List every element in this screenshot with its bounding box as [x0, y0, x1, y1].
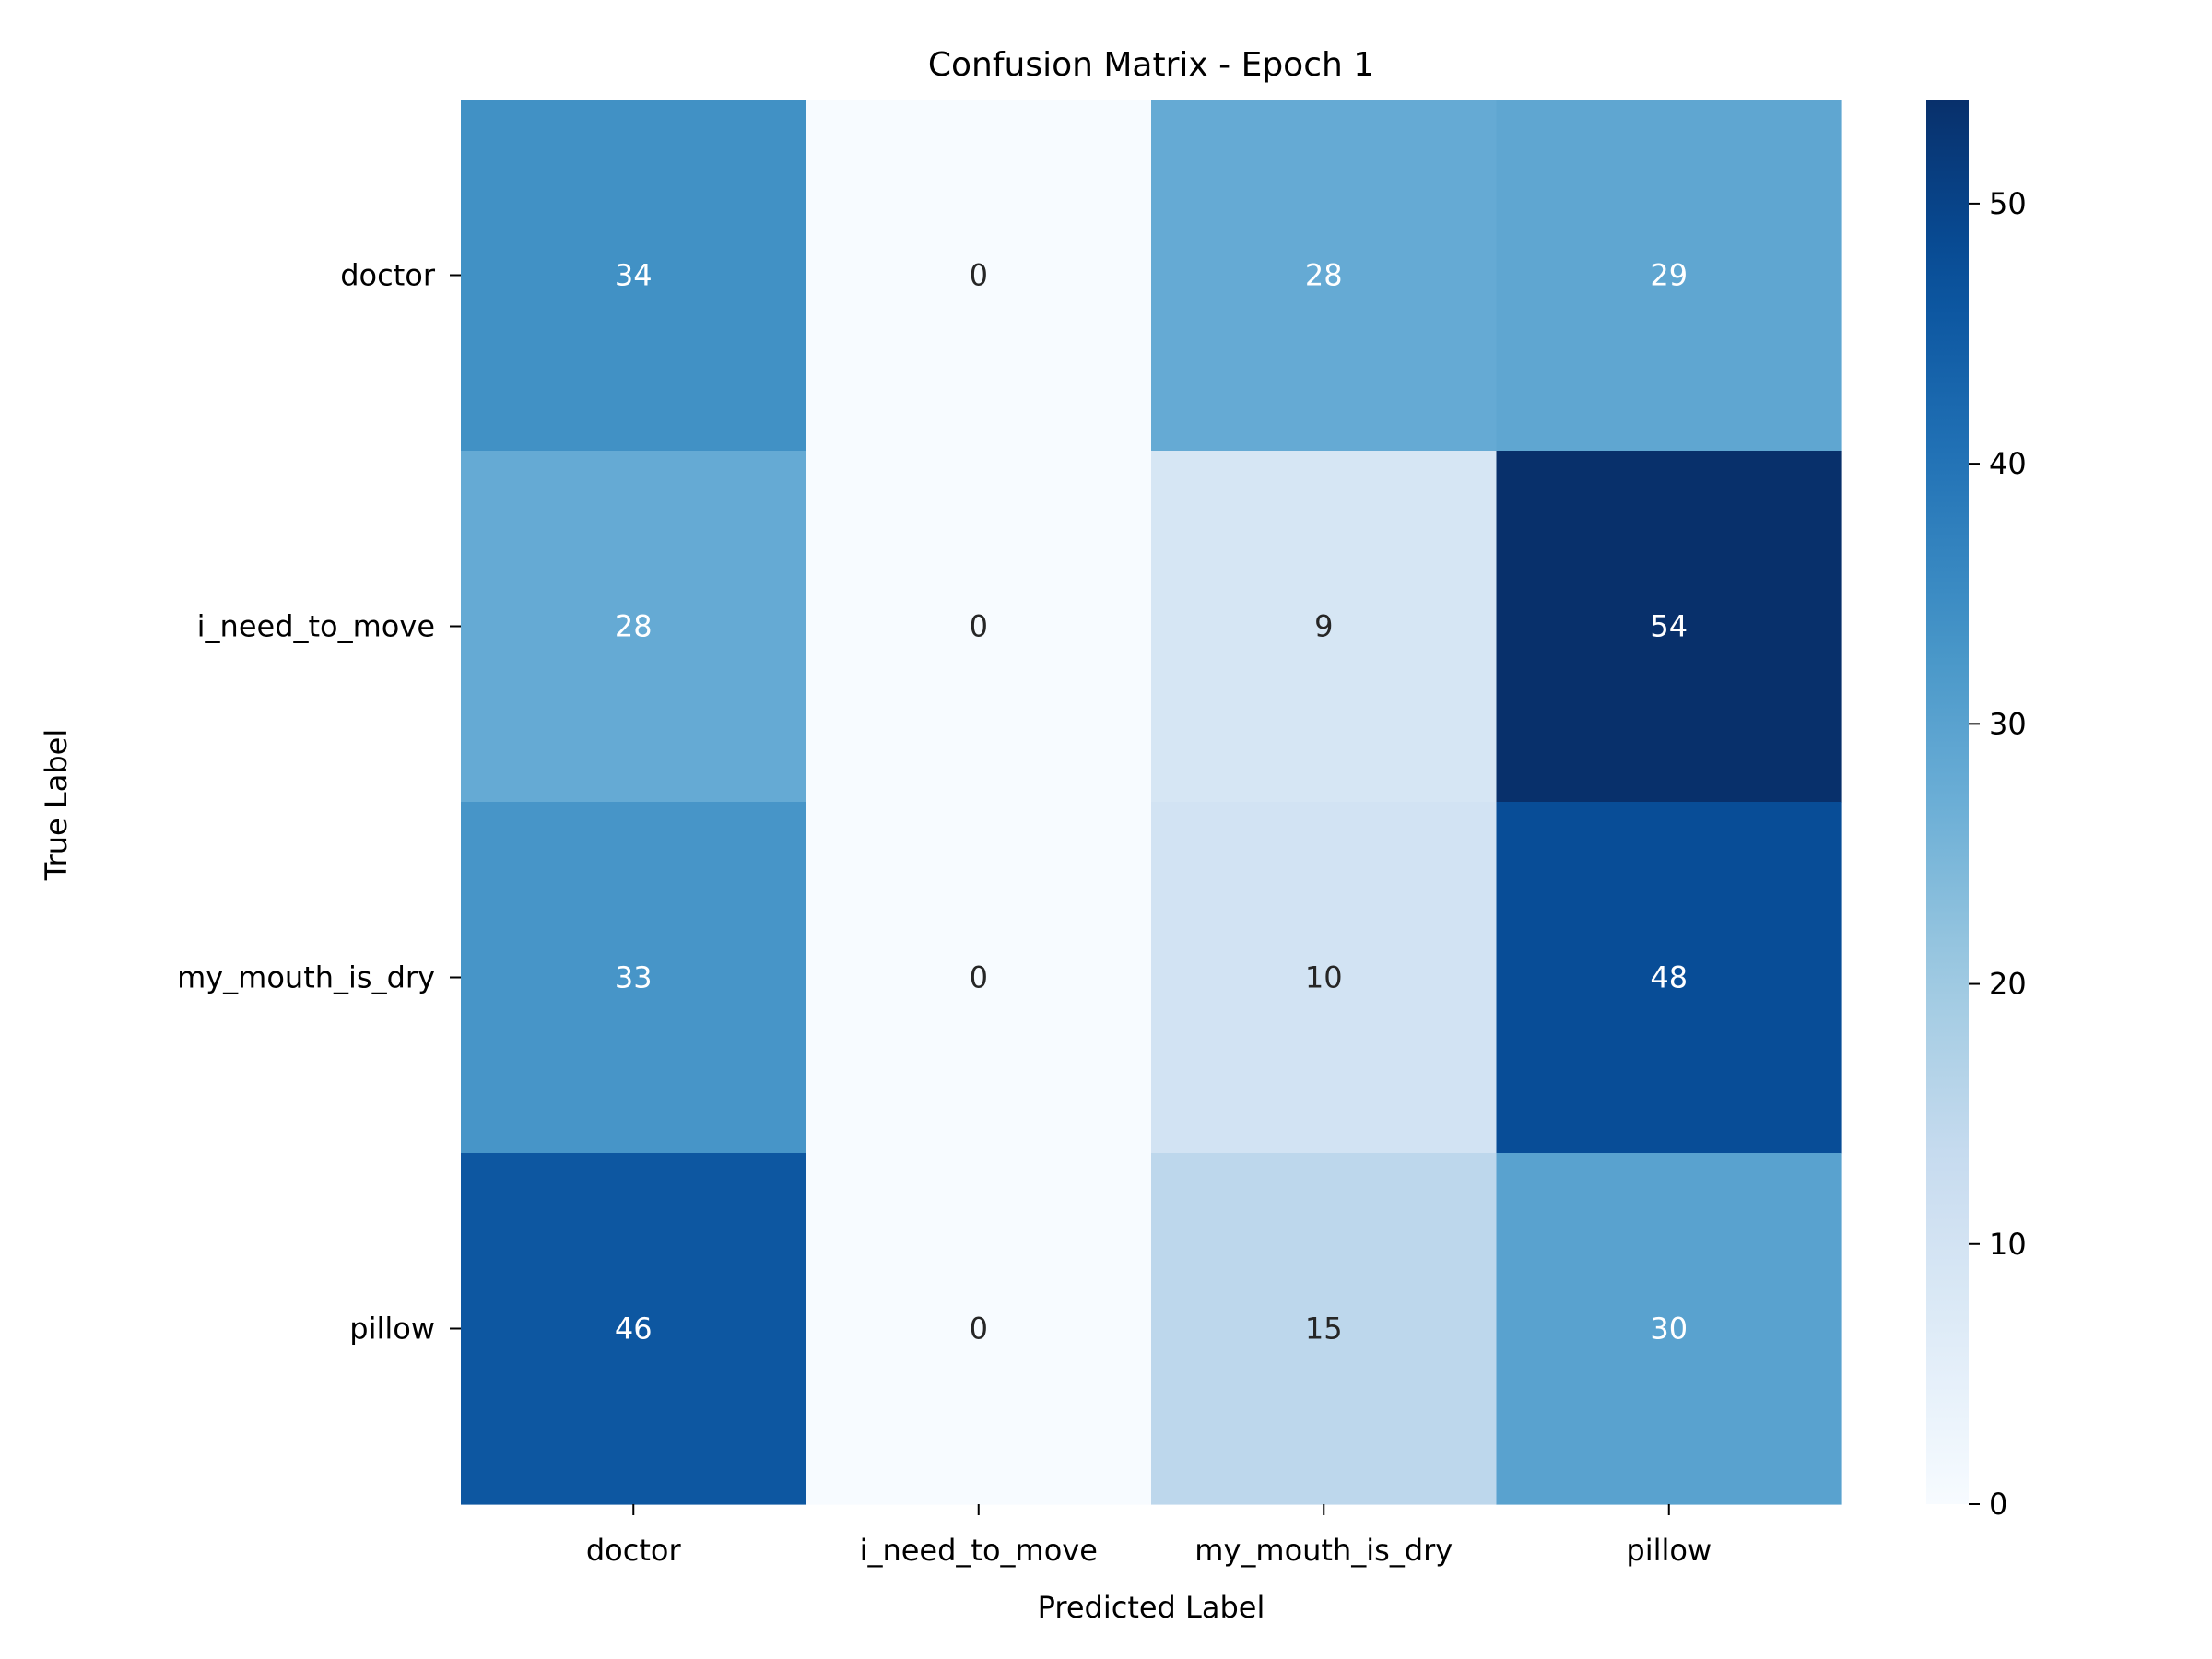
y-axis: doctor i_need_to_move my_mouth_is_drypillo…: [177, 258, 461, 1347]
heatmap-cells: [461, 100, 1842, 1505]
heatmap-cell: [1496, 1153, 1842, 1505]
cell-value-label: 48: [1650, 960, 1688, 995]
cell-value-label: 28: [615, 609, 653, 644]
cell-value-label: 28: [1305, 258, 1343, 293]
heatmap-cell: [1151, 1153, 1498, 1505]
y-tick-label: doctor: [340, 258, 436, 293]
y-tick-label: my_mouth_is_dry: [177, 960, 435, 995]
heatmap-cell: [1496, 100, 1842, 452]
heatmap-cell: [461, 1153, 807, 1505]
cell-value-label: 29: [1650, 258, 1688, 293]
colorbar-tick-label: 50: [1989, 186, 2027, 221]
cell-value-label: 34: [615, 258, 653, 293]
y-tick-label: pillow: [349, 1312, 435, 1347]
y-tick-label: i_need_to_move: [197, 609, 435, 644]
x-tick-label: my_mouth_is_dry: [1194, 1533, 1453, 1568]
colorbar-tick-label: 10: [1989, 1227, 2027, 1262]
heatmap-cell: [806, 1153, 1152, 1505]
cell-value-label: 0: [970, 258, 988, 293]
cell-value-label: 46: [615, 1312, 653, 1347]
colorbar: 0 10 20 30 40 50: [1926, 100, 2027, 1522]
heatmap-cell: [1496, 802, 1842, 1154]
heatmap-cell: [461, 451, 807, 803]
y-axis-label: True Label: [39, 729, 74, 881]
cell-value-label: 33: [615, 960, 653, 995]
x-axis-label: Predicted Label: [1038, 1590, 1265, 1625]
colorbar-tick-label: 30: [1989, 706, 2027, 741]
colorbar-tick-label: 20: [1989, 967, 2027, 1002]
heatmap-cell: [806, 451, 1152, 803]
heatmap-cell: [1496, 451, 1842, 803]
heatmap-cell: [461, 100, 807, 452]
x-tick-label: doctor: [586, 1533, 682, 1568]
colorbar-tick-label: 40: [1989, 446, 2027, 481]
cell-value-label: 9: [1314, 609, 1333, 644]
heatmap-cell: [806, 100, 1152, 452]
heatmap-cell: [1151, 802, 1498, 1154]
x-tick-label: pillow: [1626, 1533, 1712, 1568]
colorbar-tick-label: 0: [1989, 1487, 2007, 1522]
cell-value-label: 30: [1650, 1312, 1688, 1347]
x-axis: doctor i_need_to_move my_mouth_is_dry pillo…: [586, 1504, 1712, 1568]
heatmap-cell: [1151, 451, 1498, 803]
cell-value-label: 54: [1650, 609, 1688, 644]
heatmap-cell: [461, 802, 807, 1154]
chart-title: Confusion Matrix - Epoch 1: [928, 46, 1374, 84]
x-tick-label: i_need_to_move: [860, 1533, 1098, 1568]
cell-value-label: 0: [970, 609, 988, 644]
cell-value-label: 0: [970, 1312, 988, 1347]
heatmap-cell: [1151, 100, 1498, 452]
cell-value-label: 15: [1305, 1312, 1343, 1347]
heatmap-cell: [806, 802, 1152, 1154]
cell-value-label: 0: [970, 960, 988, 995]
colorbar-gradient: [1926, 100, 1969, 1504]
cell-annotations: 34 0 28 29 28 0 9 54 33 0 10 48 46 0 15 30: [615, 258, 1688, 1347]
cell-value-label: 10: [1305, 960, 1343, 995]
